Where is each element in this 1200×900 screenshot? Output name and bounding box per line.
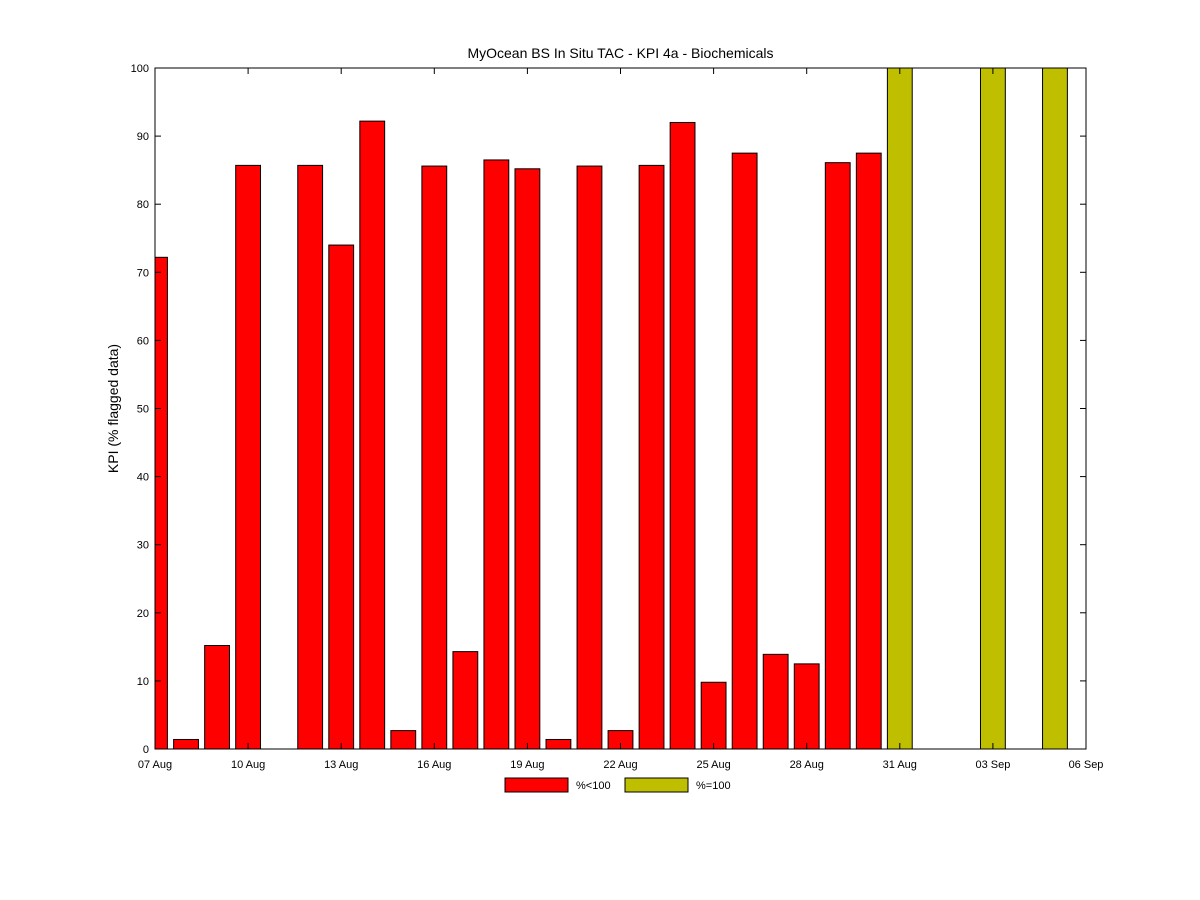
- legend-label-1: %<100: [576, 780, 611, 792]
- y-tick-label-7: 70: [137, 267, 149, 279]
- bar-1-12: [514, 168, 541, 750]
- y-tick-label-1: 10: [137, 676, 149, 688]
- bar-1-6: [328, 244, 355, 750]
- bar-1-4: [235, 164, 262, 750]
- bar-1-2: [173, 738, 199, 750]
- bar-1-5: [297, 164, 324, 750]
- bars-layer: [154, 67, 1068, 750]
- y-tick-label-3: 30: [137, 540, 149, 552]
- bar-1-18: [700, 681, 727, 750]
- bar-1-3: [204, 644, 230, 750]
- y-tick-label-8: 80: [137, 199, 149, 211]
- x-tick-label-0: 07 Aug: [138, 759, 172, 771]
- y-axis: 0 10 20 30 40 50 60 70 80 90 100: [131, 63, 1086, 756]
- plot-frame: [154, 67, 1087, 750]
- bar-1-8: [390, 730, 417, 750]
- bar-1-7: [359, 120, 386, 750]
- y-tick-label-6: 60: [137, 335, 149, 347]
- x-tick-label-10: 06 Sep: [1069, 759, 1104, 771]
- legend-swatch-2: [624, 777, 689, 793]
- bar-1-23: [855, 152, 882, 750]
- y-tick-label-10: 100: [131, 63, 149, 75]
- bar-1-16: [638, 164, 665, 750]
- legend-swatch-1: [504, 777, 569, 793]
- legend: %<100 %=100: [504, 777, 731, 793]
- y-axis-label: KPI (% flagged data): [105, 344, 121, 473]
- x-tick-label-3: 16 Aug: [417, 759, 451, 771]
- bar-1-19: [731, 152, 758, 750]
- legend-label-2: %=100: [696, 780, 731, 792]
- bar-1-13: [545, 738, 572, 750]
- y-tick-label-5: 50: [137, 404, 149, 416]
- bar-1-20: [762, 653, 789, 750]
- bar-1-11: [483, 159, 510, 750]
- y-tick-label-9: 90: [137, 131, 149, 143]
- bar-2-3: [1042, 67, 1068, 750]
- x-tick-label-1: 10 Aug: [231, 759, 265, 771]
- x-tick-label-7: 28 Aug: [790, 759, 824, 771]
- bar-1-21: [793, 663, 820, 750]
- x-tick-label-6: 25 Aug: [696, 759, 730, 771]
- bar-1-10: [452, 651, 479, 750]
- bar-2-2: [979, 67, 1006, 750]
- bar-1-17: [669, 121, 696, 750]
- x-tick-label-8: 31 Aug: [883, 759, 917, 771]
- y-tick-label-0: 0: [143, 744, 149, 756]
- chart-title: MyOcean BS In Situ TAC - KPI 4a - Bioche…: [467, 45, 773, 61]
- x-axis: 07 Aug 10 Aug 13 Aug 16 Aug 19 Aug 22 Aug 25 A…: [138, 68, 1104, 771]
- bar-2-1: [886, 67, 913, 750]
- bar-1-9: [421, 165, 448, 750]
- x-tick-label-4: 19 Aug: [510, 759, 544, 771]
- x-tick-label-2: 13 Aug: [324, 759, 358, 771]
- bar-1-22: [824, 162, 851, 750]
- y-tick-label-4: 40: [137, 472, 149, 484]
- x-tick-label-5: 22 Aug: [603, 759, 637, 771]
- bar-1-1: [154, 256, 168, 750]
- y-tick-label-2: 20: [137, 608, 149, 620]
- bar-1-14: [576, 165, 603, 750]
- x-tick-label-9: 03 Sep: [975, 759, 1010, 771]
